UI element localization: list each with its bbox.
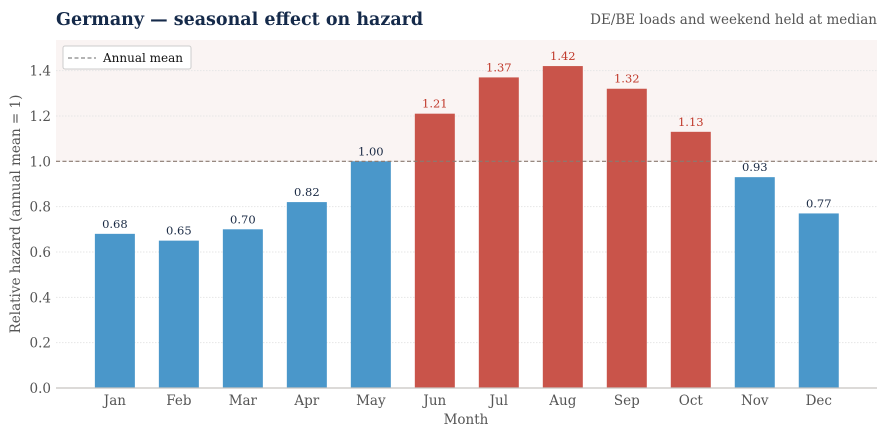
- y-tick-label: 0.8: [30, 200, 51, 216]
- bar-jan: [94, 233, 135, 388]
- x-tick-label: Mar: [229, 393, 258, 409]
- y-axis-label: Relative hazard (annual mean = 1): [8, 95, 24, 334]
- x-tick-label: Sep: [614, 393, 640, 409]
- legend: Annual mean: [62, 45, 192, 70]
- y-tick-label: 0.0: [30, 381, 51, 397]
- bar-value-label: 0.70: [230, 212, 256, 226]
- x-tick-label: Nov: [741, 393, 769, 409]
- x-tick-label: Jan: [102, 393, 126, 409]
- bar-value-label: 0.82: [294, 185, 320, 199]
- bar-value-label: 1.21: [422, 97, 448, 111]
- bar-oct: [670, 131, 711, 388]
- chart-title: Germany — seasonal effect on hazard: [56, 10, 423, 30]
- x-tick-label: Aug: [548, 393, 576, 409]
- y-tick-label: 0.6: [30, 245, 51, 261]
- x-tick-label: Apr: [293, 393, 319, 409]
- bar-dec: [798, 213, 839, 388]
- bar-value-label: 0.77: [806, 196, 832, 210]
- bar-value-label: 0.65: [166, 224, 192, 238]
- legend-box: [62, 45, 192, 70]
- x-tick-label: Jul: [488, 393, 508, 409]
- x-tick-label: Jun: [421, 393, 446, 409]
- x-tick-label: Dec: [806, 393, 832, 409]
- bar-jun: [414, 113, 455, 388]
- bar-aug: [542, 66, 583, 389]
- legend-label: Annual mean: [102, 51, 183, 65]
- bar-value-label: 1.13: [678, 115, 704, 129]
- y-tick-label: 0.2: [30, 336, 51, 352]
- y-tick-label: 1.0: [30, 154, 51, 170]
- bar-jul: [478, 77, 519, 388]
- bar-may: [350, 161, 391, 388]
- chart-subtitle: DE/BE loads and weekend held at median: [590, 12, 877, 28]
- bar-value-label: 0.93: [742, 160, 768, 174]
- bar-apr: [286, 202, 327, 388]
- bar-value-label: 1.32: [614, 72, 640, 86]
- y-tick-label: 1.2: [30, 109, 51, 125]
- above-mean-shading: [56, 40, 877, 162]
- bar-nov: [734, 177, 775, 388]
- x-tick-label: May: [356, 393, 386, 409]
- y-tick-label: 1.4: [30, 64, 51, 80]
- x-axis-label: Month: [444, 412, 489, 428]
- x-tick-label: Feb: [166, 393, 191, 409]
- y-tick-label: 0.4: [30, 290, 51, 306]
- bar-value-label: 1.37: [486, 60, 512, 74]
- bar-feb: [158, 240, 199, 388]
- bar-mar: [222, 229, 263, 388]
- bar-value-label: 1.00: [358, 144, 384, 158]
- x-tick-label: Oct: [679, 393, 704, 409]
- bar-sep: [606, 88, 647, 388]
- bar-value-label: 0.68: [102, 217, 128, 231]
- bar-value-label: 1.42: [550, 49, 576, 63]
